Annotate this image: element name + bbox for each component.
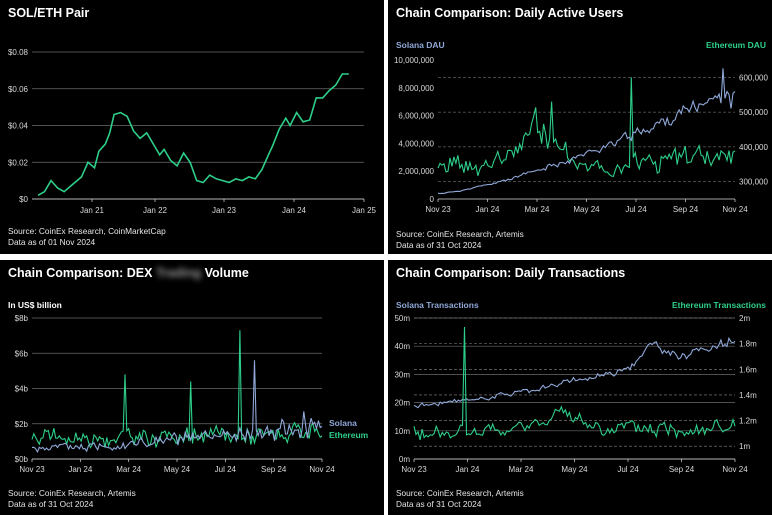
- sol-eth-panel: SOL/ETH Pair $0 $0.02 $0.04 $0.06 $0.08 Jan 2…: [0, 0, 384, 254]
- x-tick-label: Sep 24: [261, 465, 287, 474]
- y-left-tick-label: 6,000,000: [398, 112, 434, 121]
- ethereum-volume-line: [31, 330, 323, 449]
- solana-tx-line: [413, 336, 736, 409]
- title-prefix: Chain Comparison: DEX: [8, 266, 153, 280]
- x-tick-label: Nov 23: [19, 465, 45, 474]
- unit-label: In US$ billion: [8, 300, 62, 310]
- panel-title: Chain Comparison: DEX Trading Volume: [8, 266, 249, 280]
- y-tick-label: $0.02: [8, 158, 29, 167]
- x-tick-label: Jul 24: [617, 465, 639, 474]
- data-date-note: Data as of 31 Oct 2024: [396, 240, 482, 250]
- y-tick-label: $6b: [15, 349, 29, 358]
- source-note: Source: CoinEx Research, Artemis: [396, 488, 524, 498]
- y-left-tick-label: 0: [430, 195, 435, 204]
- x-tick-label: Jan 25: [352, 206, 377, 215]
- y-right-tick-label: 400,000: [739, 143, 768, 152]
- data-date-note: Data as of 31 Oct 2024: [8, 499, 94, 509]
- panel-title: SOL/ETH Pair: [8, 6, 90, 20]
- x-tick-label: May 24: [164, 465, 191, 474]
- source-note: Source: CoinEx Research, Artemis: [8, 488, 136, 498]
- dau-chart: 0 2,000,000 4,000,000 6,000,000 8,000,000 10,…: [394, 40, 769, 214]
- x-tick-label: Nov 24: [722, 465, 748, 474]
- title-blurred-word: Trading: [155, 266, 202, 280]
- x-tick-label: Mar 24: [116, 465, 141, 474]
- y-right-tick-label: 1.6m: [739, 365, 757, 374]
- y-left-tick-label: 40m: [394, 342, 410, 351]
- legend-solana: Solana: [329, 418, 357, 428]
- dex-chart: In US$ billion $0b $2b $4b $6b $8b Nov 23 Jan 2…: [8, 300, 369, 474]
- solana-dau-line: [437, 68, 736, 195]
- x-tick-label: May 24: [573, 205, 600, 214]
- x-tick-label: Nov 23: [425, 205, 451, 214]
- ethereum-tx-line: [413, 326, 736, 441]
- solana-volume-line: [31, 360, 323, 454]
- y-tick-label: $2b: [15, 420, 29, 429]
- y-left-tick-label: 4,000,000: [398, 139, 434, 148]
- y-right-tick-label: 1.2m: [739, 417, 757, 426]
- y-right-tick-label: 1m: [739, 442, 750, 451]
- y-right-tick-label: 500,000: [739, 108, 768, 117]
- y-tick-label: $0.06: [8, 85, 29, 94]
- legend-solana-tx: Solana Transactions: [396, 300, 479, 310]
- data-date-note: Data as of 01 Nov 2024: [8, 237, 96, 247]
- x-tick-label: Nov 24: [309, 465, 335, 474]
- sol-eth-chart: $0 $0.02 $0.04 $0.06 $0.08 Jan 21 Jan 22 Jan 23…: [8, 48, 377, 215]
- x-tick-label: Jul 24: [215, 465, 237, 474]
- title-suffix: Volume: [204, 266, 249, 280]
- y-left-tick-label: 2,000,000: [398, 167, 434, 176]
- x-tick-label: Jan 24: [282, 206, 307, 215]
- x-tick-label: May 24: [561, 465, 588, 474]
- y-left-tick-label: 20m: [394, 399, 410, 408]
- dex-panel: Chain Comparison: DEX Trading Volume In …: [0, 260, 384, 515]
- y-tick-label: $0b: [15, 455, 29, 464]
- ethereum-dau-line: [437, 77, 736, 178]
- y-tick-label: $0: [19, 195, 28, 204]
- panel-title: Chain Comparison: Daily Transactions: [396, 266, 626, 280]
- source-note: Source: CoinEx Research, CoinMarketCap: [8, 226, 166, 236]
- x-tick-label: Jan 22: [143, 206, 168, 215]
- x-tick-label: Jan 23: [212, 206, 237, 215]
- y-right-tick-label: 300,000: [739, 178, 768, 187]
- x-tick-label: Jul 24: [625, 205, 647, 214]
- y-right-tick-label: 1.8m: [739, 340, 757, 349]
- legend-solana-dau: Solana DAU: [396, 40, 445, 50]
- x-tick-label: Nov 24: [722, 205, 748, 214]
- sol-eth-line: [37, 73, 349, 196]
- y-left-tick-label: 0m: [399, 455, 410, 464]
- source-note: Source: CoinEx Research, Artemis: [396, 229, 524, 239]
- x-tick-label: Sep 24: [669, 465, 695, 474]
- y-left-tick-label: 50m: [394, 314, 410, 323]
- dau-panel: Chain Comparison: Daily Active Users 0 2,…: [388, 0, 772, 254]
- legend-ethereum-tx: Ethereum Transactions: [672, 300, 766, 310]
- y-left-tick-label: 10m: [394, 427, 410, 436]
- y-left-tick-label: 10,000,000: [394, 56, 435, 65]
- y-tick-label: $0.08: [8, 48, 29, 57]
- y-tick-label: $4b: [15, 385, 29, 394]
- y-tick-label: $8b: [15, 314, 29, 323]
- x-tick-label: Sep 24: [673, 205, 699, 214]
- legend-ethereum: Ethereum: [329, 430, 369, 440]
- tx-chart: 0m 10m 20m 30m 40m 50m 1m 1.2m 1.4m 1.6m 1.8m 2m Sol…: [394, 300, 766, 474]
- x-tick-label: Jan 24: [475, 205, 500, 214]
- x-tick-label: Jan 24: [455, 465, 480, 474]
- x-tick-label: Mar 24: [509, 465, 534, 474]
- tx-panel: Chain Comparison: Daily Transactions 0m 1…: [388, 260, 772, 515]
- legend-ethereum-dau: Ethereum DAU: [706, 40, 766, 50]
- y-left-tick-label: 8,000,000: [398, 84, 434, 93]
- y-right-tick-label: 1.4m: [739, 391, 757, 400]
- x-tick-label: Jan 24: [68, 465, 93, 474]
- x-tick-label: Nov 23: [401, 465, 427, 474]
- y-tick-label: $0.04: [8, 122, 29, 131]
- x-tick-label: Jan 21: [80, 206, 105, 215]
- y-right-tick-label: 600,000: [739, 73, 768, 82]
- y-right-tick-label: 2m: [739, 314, 750, 323]
- x-tick-label: Mar 24: [525, 205, 550, 214]
- y-left-tick-label: 30m: [394, 370, 410, 379]
- data-date-note: Data as of 31 Oct 2024: [396, 499, 482, 509]
- panel-title: Chain Comparison: Daily Active Users: [396, 6, 624, 20]
